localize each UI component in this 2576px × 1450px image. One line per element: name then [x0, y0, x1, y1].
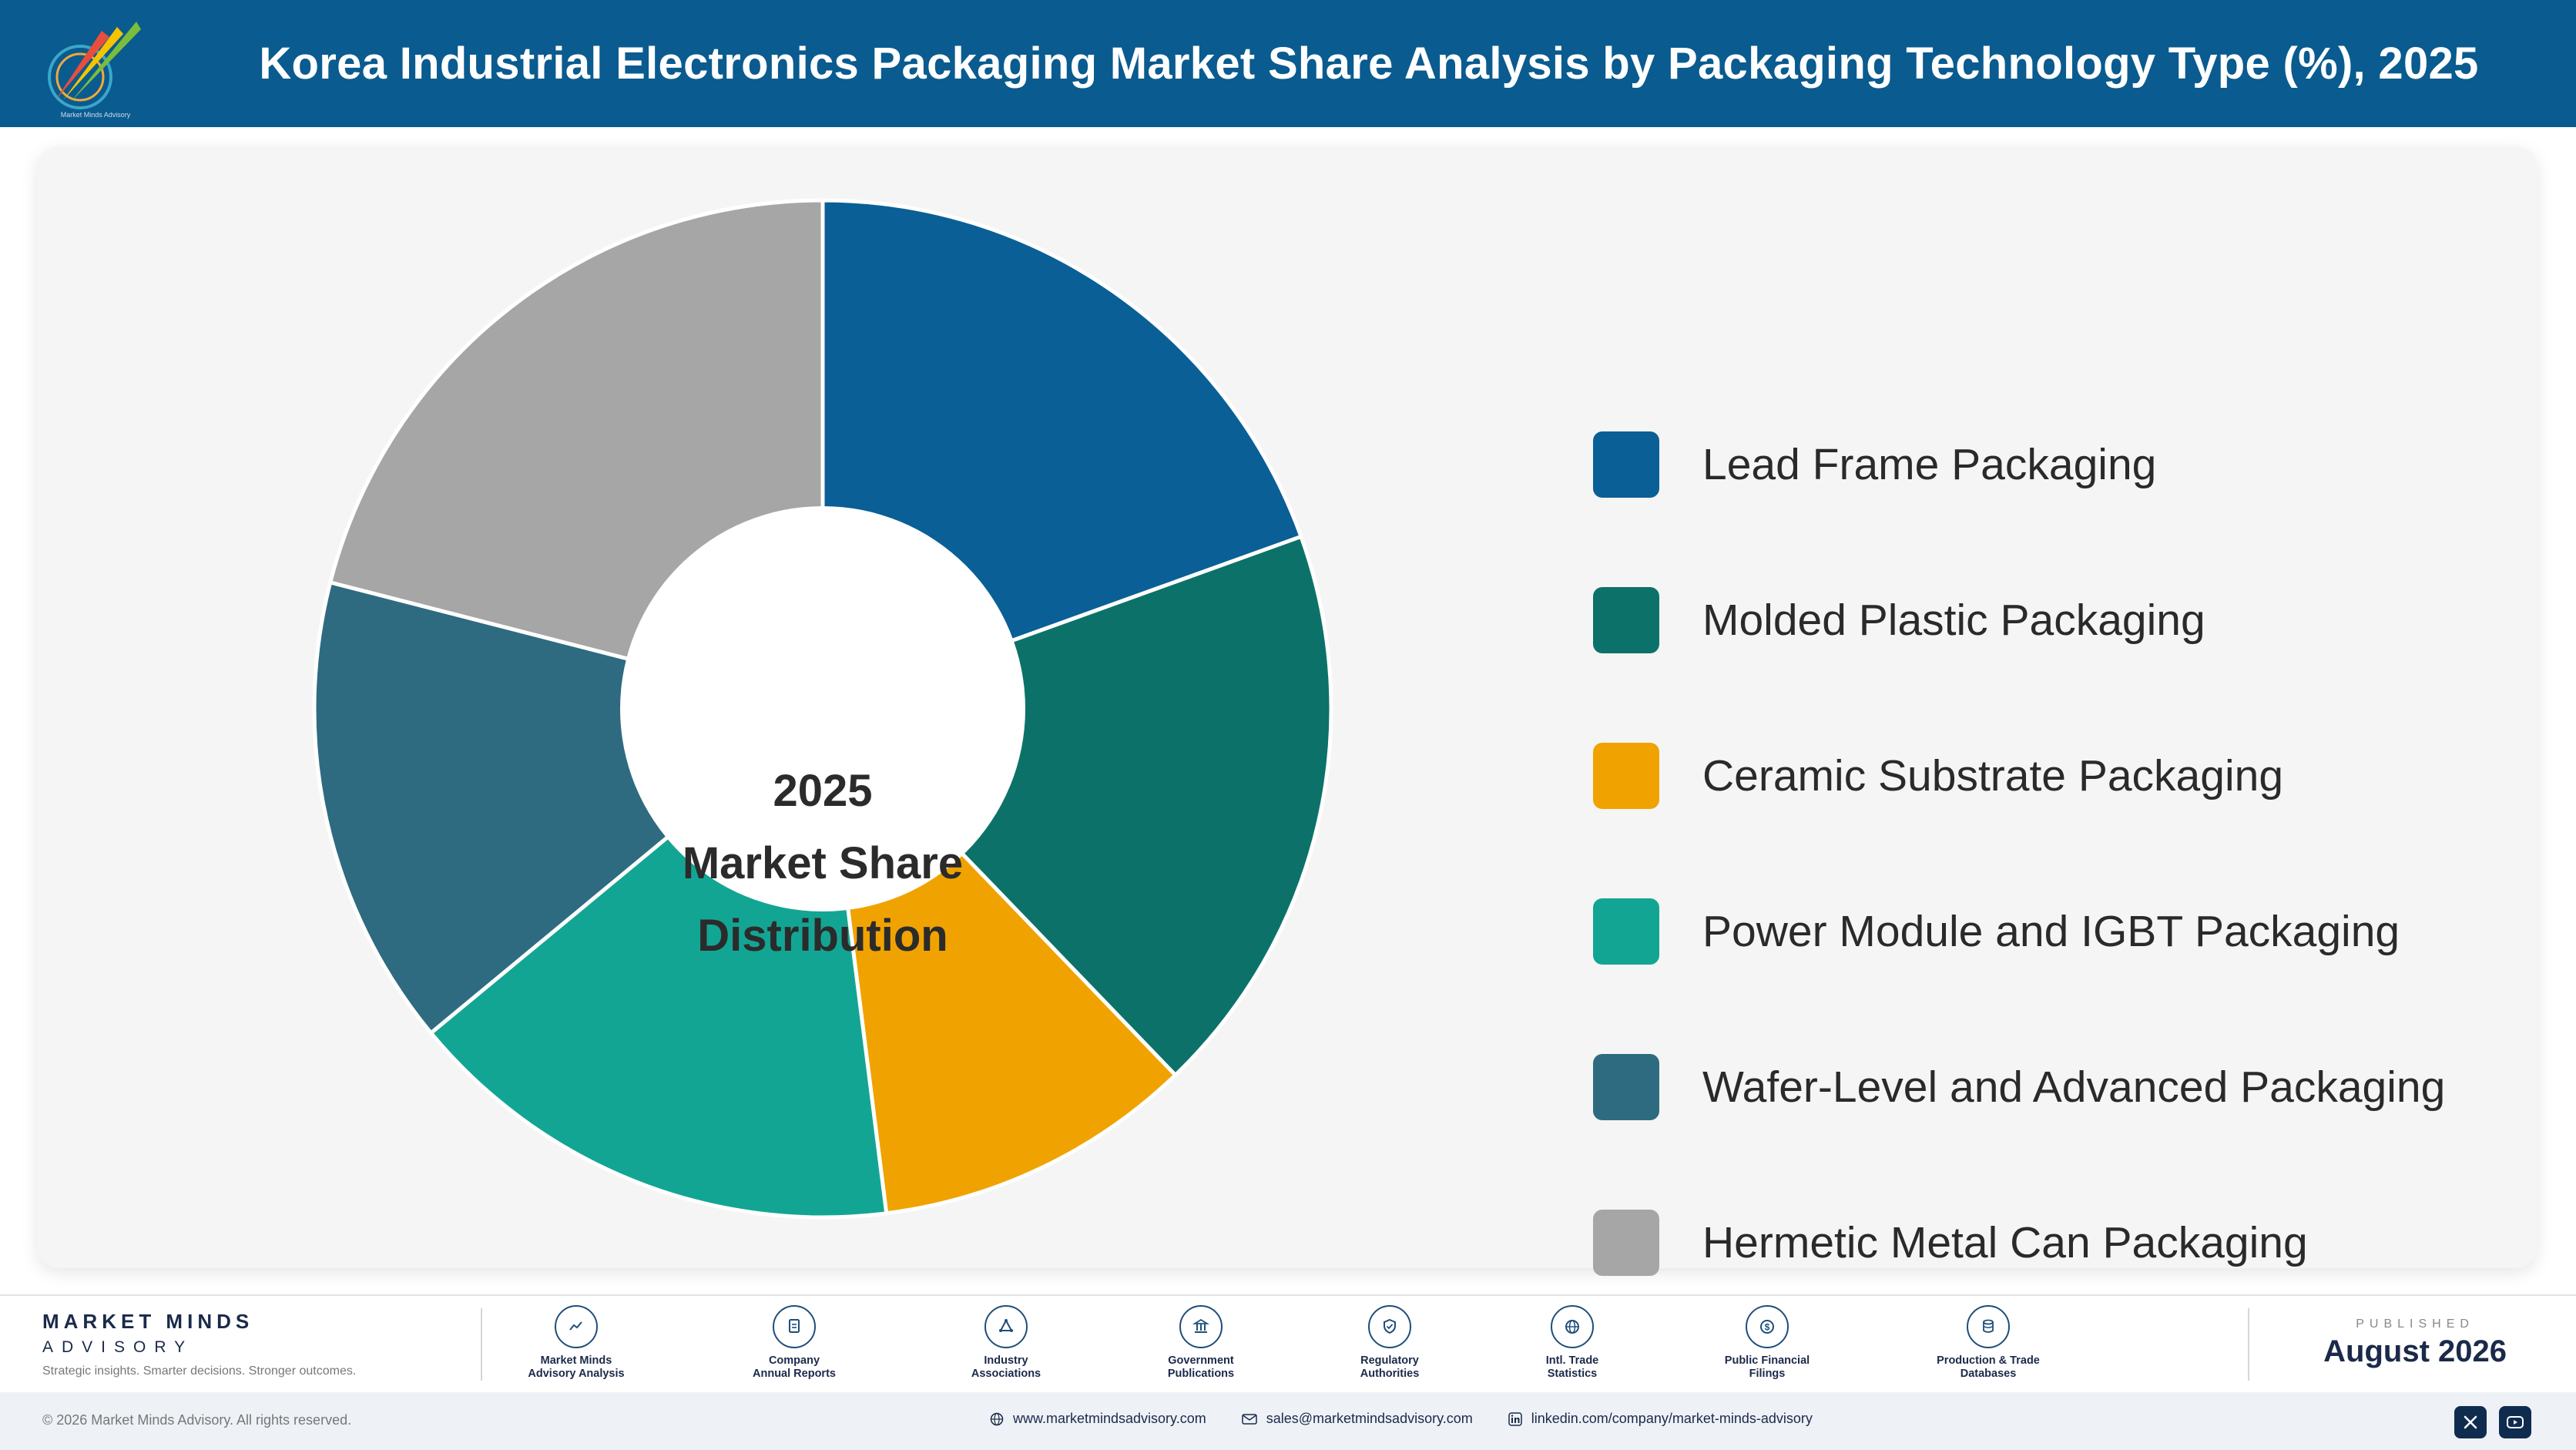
logo-caption: Market Minds Advisory	[61, 111, 131, 119]
legend-label: Lead Frame Packaging	[1702, 440, 2157, 489]
social-buttons	[2442, 1406, 2531, 1438]
linkedin-link[interactable]: linkedin.com/company/market-minds-adviso…	[1508, 1411, 1813, 1427]
legend-item: Molded Plastic Packaging	[1593, 587, 2445, 653]
website-link[interactable]: www.marketmindsadvisory.com	[990, 1411, 1206, 1427]
donut-chart	[312, 198, 1333, 1220]
x-social-button[interactable]	[2454, 1406, 2487, 1438]
network-icon	[984, 1305, 1028, 1348]
legend-swatch	[1593, 1054, 1659, 1120]
source-item: Market Minds Advisory Analysis	[491, 1305, 661, 1381]
source-label: Industry Associations	[971, 1354, 1041, 1380]
legend-label: Hermetic Metal Can Packaging	[1702, 1218, 2308, 1267]
legend-swatch	[1593, 898, 1659, 965]
source-item: Regulatory Authorities	[1305, 1305, 1474, 1381]
legend-swatch	[1593, 1210, 1659, 1276]
brand-tagline: Strategic insights. Smarter decisions. S…	[42, 1364, 357, 1378]
source-item: Government Publications	[1116, 1305, 1286, 1381]
chart-panel: 2025 Market Share Distribution Lead Fram…	[37, 146, 2537, 1276]
youtube-social-button[interactable]	[2499, 1406, 2531, 1438]
shield-icon	[1368, 1305, 1411, 1348]
donut-center-label: 2025 Market Share Distribution	[653, 755, 992, 972]
footer-divider	[481, 1308, 482, 1381]
legend-item: Power Module and IGBT Packaging	[1593, 898, 2445, 965]
source-label: Company Annual Reports	[753, 1354, 836, 1380]
legend-item: Ceramic Substrate Packaging	[1593, 743, 2445, 809]
source-item: Company Annual Reports	[709, 1305, 879, 1381]
center-label-year: 2025	[773, 766, 873, 816]
source-label: Regulatory Authorities	[1360, 1354, 1420, 1380]
mail-icon	[1241, 1413, 1257, 1425]
website-text: www.marketmindsadvisory.com	[1013, 1411, 1206, 1426]
source-item: Intl. Trade Statistics	[1488, 1305, 1657, 1381]
footer-contact-bar: © 2026 Market Minds Advisory. All rights…	[0, 1392, 2576, 1450]
brand-subtitle: ADVISORY	[42, 1338, 194, 1356]
source-label: Government Publications	[1167, 1354, 1235, 1380]
legend-label: Ceramic Substrate Packaging	[1702, 751, 2284, 801]
footer-divider	[2248, 1308, 2249, 1381]
chart-legend: Lead Frame Packaging Molded Plastic Packa…	[1593, 431, 2445, 1365]
published-block: PUBLISHED August 2026	[2323, 1317, 2507, 1369]
linkedin-text: linkedin.com/company/market-minds-adviso…	[1531, 1411, 1813, 1426]
youtube-icon	[2507, 1416, 2524, 1428]
document-icon	[773, 1305, 816, 1348]
globe-icon	[1551, 1305, 1594, 1348]
globe-icon	[990, 1412, 1004, 1425]
contact-links: www.marketmindsadvisory.com sales@market…	[990, 1411, 1848, 1427]
footer-brand: MARKET MINDS ADVISORY Strategic insights…	[42, 1310, 356, 1378]
center-label-line2: Market Share	[682, 838, 964, 888]
currency-icon: $	[1746, 1305, 1789, 1348]
page-title: Korea Industrial Electronics Packaging M…	[259, 39, 2479, 89]
x-logo-icon	[2464, 1415, 2477, 1429]
brand-name: MARKET MINDS	[42, 1310, 254, 1333]
legend-label: Power Module and IGBT Packaging	[1702, 907, 2400, 956]
footer-sources-bar: MARKET MINDS ADVISORY Strategic insights…	[0, 1294, 2576, 1392]
source-label: Public Financial Filings	[1724, 1354, 1810, 1380]
copyright-text: © 2026 Market Minds Advisory. All rights…	[42, 1412, 352, 1428]
legend-label: Molded Plastic Packaging	[1702, 596, 2205, 645]
source-item: Industry Associations	[921, 1305, 1091, 1381]
database-icon	[1967, 1305, 2010, 1348]
source-item: Production & Trade Databases	[1903, 1305, 2073, 1381]
legend-swatch	[1593, 431, 1659, 498]
trend-chart-icon	[555, 1305, 598, 1348]
linkedin-icon	[1508, 1411, 1522, 1426]
source-label: Production & Trade Databases	[1937, 1354, 2040, 1380]
email-link[interactable]: sales@marketmindsadvisory.com	[1241, 1411, 1473, 1427]
legend-item: Wafer-Level and Advanced Packaging	[1593, 1054, 2445, 1120]
donut-hole	[620, 506, 1025, 911]
company-logo: Market Minds Advisory	[48, 22, 141, 119]
email-text: sales@marketmindsadvisory.com	[1266, 1411, 1473, 1426]
center-label-line3: Distribution	[697, 911, 948, 961]
legend-item: Hermetic Metal Can Packaging	[1593, 1210, 2445, 1276]
published-date: August 2026	[2323, 1334, 2507, 1368]
legend-swatch	[1593, 587, 1659, 653]
source-label: Market Minds Advisory Analysis	[528, 1354, 625, 1380]
header-bar: Market Minds Advisory Korea Industrial E…	[0, 0, 2576, 127]
legend-item: Lead Frame Packaging	[1593, 431, 2445, 498]
legend-swatch	[1593, 743, 1659, 809]
government-building-icon	[1179, 1305, 1223, 1348]
source-label: Intl. Trade Statistics	[1545, 1354, 1599, 1380]
svg-text:$: $	[1765, 1322, 1770, 1333]
data-sources-list: Market Minds Advisory Analysis Company An…	[528, 1305, 2157, 1390]
published-label: PUBLISHED	[2356, 1317, 2474, 1331]
source-item: $ Public Financial Filings	[1682, 1305, 1852, 1381]
legend-label: Wafer-Level and Advanced Packaging	[1702, 1062, 2446, 1112]
